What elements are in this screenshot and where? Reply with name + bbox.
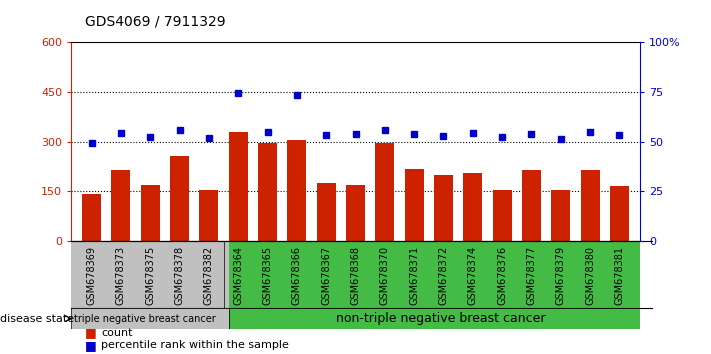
Text: disease state: disease state	[0, 314, 74, 324]
Text: GSM678366: GSM678366	[292, 246, 302, 305]
Text: non-triple negative breast cancer: non-triple negative breast cancer	[336, 312, 545, 325]
Text: GSM678370: GSM678370	[380, 246, 390, 305]
Bar	[551, 190, 570, 241]
Bar	[229, 132, 247, 241]
Bar	[522, 170, 541, 241]
Text: GSM678376: GSM678376	[497, 246, 507, 305]
Bar	[71, 241, 230, 308]
Text: GSM678369: GSM678369	[87, 246, 97, 305]
Text: GSM678381: GSM678381	[614, 246, 624, 305]
Text: ■: ■	[85, 326, 97, 339]
Text: GSM678367: GSM678367	[321, 246, 331, 305]
Text: GSM678372: GSM678372	[439, 246, 449, 306]
Bar	[170, 156, 189, 241]
Bar	[405, 169, 424, 241]
Text: GSM678374: GSM678374	[468, 246, 478, 305]
Bar	[82, 194, 101, 241]
Text: GSM678365: GSM678365	[262, 246, 272, 305]
Bar	[464, 173, 482, 241]
Text: GDS4069 / 7911329: GDS4069 / 7911329	[85, 14, 226, 28]
Bar	[610, 186, 629, 241]
Text: GSM678379: GSM678379	[556, 246, 566, 305]
Text: GSM678375: GSM678375	[145, 246, 155, 306]
Text: GSM678373: GSM678373	[116, 246, 126, 305]
Text: GSM678377: GSM678377	[526, 246, 536, 306]
Bar	[230, 241, 661, 308]
Bar	[493, 189, 512, 241]
Bar	[230, 308, 661, 329]
Bar	[141, 184, 160, 241]
Bar	[434, 175, 453, 241]
Text: GSM678382: GSM678382	[204, 246, 214, 305]
Text: GSM678380: GSM678380	[585, 246, 595, 305]
Text: ■: ■	[85, 339, 97, 352]
Bar	[316, 183, 336, 241]
Text: triple negative breast cancer: triple negative breast cancer	[73, 314, 215, 324]
Bar	[258, 143, 277, 241]
Text: GSM678364: GSM678364	[233, 246, 243, 305]
Text: percentile rank within the sample: percentile rank within the sample	[101, 340, 289, 350]
Bar	[346, 185, 365, 241]
Bar	[375, 143, 395, 241]
Text: GSM678368: GSM678368	[351, 246, 360, 305]
Text: GSM678378: GSM678378	[175, 246, 185, 305]
Bar	[71, 308, 230, 329]
Bar	[580, 170, 599, 241]
Bar	[112, 170, 131, 241]
Bar	[199, 190, 218, 241]
Bar	[287, 140, 306, 241]
Text: GSM678371: GSM678371	[409, 246, 419, 305]
Text: count: count	[101, 328, 132, 338]
